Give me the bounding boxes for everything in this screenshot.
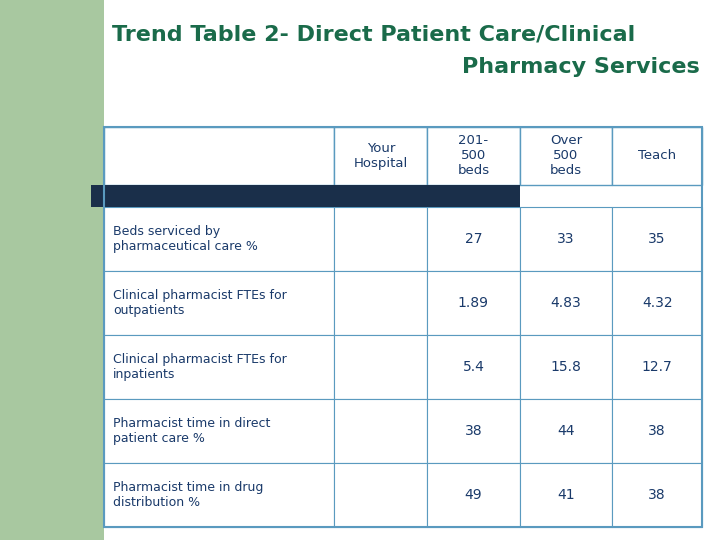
Text: 44: 44: [557, 423, 575, 437]
Text: 201-
500
beds: 201- 500 beds: [457, 134, 490, 177]
Text: 38: 38: [649, 488, 666, 502]
Text: 4.83: 4.83: [551, 296, 582, 310]
Text: 12.7: 12.7: [642, 360, 672, 374]
Text: 15.8: 15.8: [551, 360, 582, 374]
Text: 41: 41: [557, 488, 575, 502]
Text: 1.89: 1.89: [458, 296, 489, 310]
Text: Clinical pharmacist FTEs for
outpatients: Clinical pharmacist FTEs for outpatients: [113, 289, 287, 317]
Text: 4.32: 4.32: [642, 296, 672, 310]
Text: Clinical pharmacist FTEs for
inpatients: Clinical pharmacist FTEs for inpatients: [113, 353, 287, 381]
Text: 38: 38: [649, 423, 666, 437]
Text: Over
500
beds: Over 500 beds: [550, 134, 582, 177]
Text: Pharmacy Services: Pharmacy Services: [462, 57, 700, 77]
Text: Trend Table 2- Direct Patient Care/Clinical: Trend Table 2- Direct Patient Care/Clini…: [112, 24, 635, 44]
Text: 38: 38: [464, 423, 482, 437]
Text: 33: 33: [557, 232, 575, 246]
Text: 27: 27: [464, 232, 482, 246]
Text: Pharmacist time in direct
patient care %: Pharmacist time in direct patient care %: [113, 416, 271, 444]
Text: Your
Hospital: Your Hospital: [354, 142, 408, 170]
Text: Beds serviced by
pharmaceutical care %: Beds serviced by pharmaceutical care %: [113, 225, 258, 253]
Text: 49: 49: [464, 488, 482, 502]
Text: 35: 35: [649, 232, 666, 246]
Text: Teach: Teach: [638, 150, 676, 163]
Text: Pharmacist time in drug
distribution %: Pharmacist time in drug distribution %: [113, 481, 264, 509]
Text: 5.4: 5.4: [462, 360, 485, 374]
